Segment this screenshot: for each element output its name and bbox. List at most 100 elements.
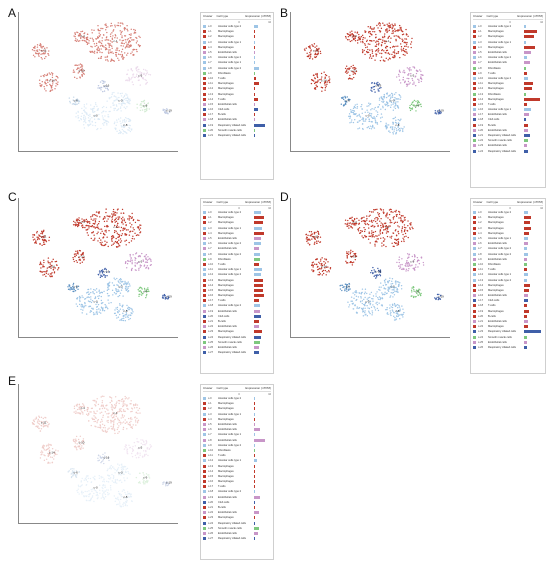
legend-row[interactable]: c-11 Alveolar cells type 1 [203, 267, 271, 272]
legend-row[interactable]: c-21 Respiratory ciliated cells [203, 133, 271, 138]
umap-cell-point [102, 492, 105, 494]
umap-cell-point [351, 255, 353, 258]
legend-row[interactable]: c-8 Alveolar cells type 2 [203, 252, 271, 257]
umap-cell-point [390, 286, 393, 288]
umap-cell-point [376, 241, 378, 243]
legend-row[interactable]: c-9 Fibroblasts [203, 71, 271, 76]
legend-row[interactable]: c-14 Macrophages [473, 97, 543, 102]
legend-row[interactable]: c-14 T-cells [203, 97, 271, 102]
umap-cell-point [48, 450, 51, 453]
legend-row[interactable]: c-1 Macrophages [203, 29, 271, 34]
legend-row[interactable]: c-9 Fibroblasts [203, 257, 271, 262]
legend-row[interactable]: c-3 Alveolar cells type 1 [203, 226, 271, 231]
legend-row[interactable]: c-20 Endothelial cells [473, 128, 543, 133]
legend-row[interactable]: c-3 Alveolar cells type 1 [473, 40, 543, 45]
legend-row[interactable]: c-7 Alveolar cells type 1 [203, 60, 271, 65]
umap-cell-point [124, 47, 127, 49]
legend-row[interactable]: c-4 Macrophages [473, 45, 543, 50]
legend-row[interactable]: c-25 Smooth muscle cells [203, 340, 271, 345]
cell-type-label: Alveolar cells type 2 [218, 242, 242, 246]
legend-row[interactable]: c-18 Club cells [473, 117, 543, 122]
umap-cell-point [126, 421, 128, 423]
legend-row[interactable]: c-2 Macrophages [473, 34, 543, 39]
legend-row[interactable]: c-26 Endothelial cells [203, 345, 271, 350]
umap-cell-point [348, 77, 351, 79]
legend-row[interactable]: c-7 Endothelial cells [473, 60, 543, 65]
umap-cell-point [98, 289, 100, 291]
legend-row[interactable]: c-5 Endothelial cells [203, 50, 271, 55]
legend-row[interactable]: c-6 Alveolar cells type 2 [203, 55, 271, 60]
legend-row[interactable]: c-23 Endothelial cells [473, 143, 543, 148]
legend-row[interactable]: c-12 Macrophages [473, 86, 543, 91]
legend-row[interactable]: c-0 Alveolar cells type 2 [203, 24, 271, 29]
legend-row[interactable]: c-10 T-cells [203, 262, 271, 267]
legend-row[interactable]: c-20 Club cells [203, 314, 271, 319]
legend-row[interactable]: c-17 B-cells [203, 112, 271, 117]
legend-row[interactable]: c-17 Endothelial cells [473, 112, 543, 117]
legend-row[interactable]: c-10 T-cells [203, 76, 271, 81]
legend-row[interactable]: c-6 Alveolar cells type 2 [203, 241, 271, 246]
legend-row[interactable]: c-11 Macrophages [473, 81, 543, 86]
legend-row[interactable]: c-19 Respiratory ciliated cells [203, 123, 271, 128]
umap-cluster-label: c-3 [118, 470, 122, 474]
legend-row[interactable]: c-0 Alveolar cells type 2 [473, 24, 543, 29]
legend-row[interactable]: c-21 Respiratory ciliated cells [473, 133, 543, 138]
legend-row[interactable]: c-11 Macrophages [203, 81, 271, 86]
legend-row[interactable]: c-2 Macrophages [203, 34, 271, 39]
legend-row[interactable]: c-16 Macrophages [203, 293, 271, 298]
umap-cell-point [82, 447, 84, 449]
legend-row[interactable]: c-24 Respiratory ciliated cells [473, 149, 543, 154]
umap-cluster-label: c-8 [395, 309, 399, 313]
legend-row[interactable]: c-24 Respiratory ciliated cells [203, 335, 271, 340]
legend-row[interactable]: c-21 B-cells [203, 319, 271, 324]
legend-row[interactable]: c-8 Alveolar cells type 2 [203, 66, 271, 71]
legend-row[interactable]: c-3 Macrophages [473, 226, 543, 231]
legend-row[interactable]: c-3 Alveolar cells type 1 [203, 40, 271, 45]
cell-type-label: Endothelial cells [218, 247, 237, 251]
legend-row[interactable]: c-14 Macrophages [203, 283, 271, 288]
legend-row[interactable]: c-22 Endothelial cells [203, 324, 271, 329]
legend-row[interactable]: c-5 Endothelial cells [203, 236, 271, 241]
umap-cell-point [40, 428, 43, 430]
legend-row[interactable]: c-15 Endothelial cells [203, 102, 271, 107]
legend-row[interactable]: c-2 Macrophages [473, 220, 543, 225]
legend-row[interactable]: c-16 Club cells [203, 107, 271, 112]
legend-row[interactable]: c-15 Macrophages [203, 288, 271, 293]
legend-row[interactable]: c-13 Macrophages [203, 277, 271, 282]
legend-row[interactable]: c-0 Alveolar cells type 2 [203, 210, 271, 215]
legend-row[interactable]: c-13 Fibroblasts [473, 91, 543, 96]
legend-row[interactable]: c-18 Endothelial cells [203, 117, 271, 122]
legend-row[interactable]: c-15 T-cells [473, 102, 543, 107]
umap-cell-point [96, 232, 98, 235]
legend-row[interactable]: c-20 Smooth muscle cells [203, 128, 271, 133]
legend-row[interactable]: c-4 Macrophages [203, 231, 271, 236]
umap-cell-point [81, 295, 83, 297]
legend-row[interactable]: c-7 Endothelial cells [203, 246, 271, 251]
umap-cluster-label: c-9 [143, 289, 147, 293]
legend-row[interactable]: c-19 B-cells [473, 123, 543, 128]
legend-row[interactable]: c-5 Endothelial cells [473, 50, 543, 55]
legend-row[interactable]: c-10 Alveolar cells type 2 [473, 76, 543, 81]
legend-row[interactable]: c-27 Respiratory ciliated cells [203, 350, 271, 355]
legend-row[interactable]: c-12 Macrophages [203, 86, 271, 91]
legend-row[interactable]: c-4 Macrophages [203, 45, 271, 50]
legend-row[interactable]: c-12 Alveolar cells type 2 [203, 272, 271, 277]
legend-row[interactable]: c-9 T-cells [473, 71, 543, 76]
legend-row[interactable]: c-1 Macrophages [203, 215, 271, 220]
legend-row[interactable]: c-17 T-cells [203, 298, 271, 303]
legend-row[interactable]: c-6 Alveolar cells type 2 [473, 55, 543, 60]
legend-row[interactable]: c-19 Endothelial cells [203, 309, 271, 314]
legend-row[interactable]: c-2 Macrophages [203, 220, 271, 225]
legend-row[interactable]: c-1 Macrophages [473, 29, 543, 34]
legend-row[interactable]: c-0 Alveolar cells type 2 [473, 210, 543, 215]
legend-row[interactable]: c-16 Alveolar cells type 1 [473, 107, 543, 112]
legend-row[interactable]: c-13 Macrophages [203, 91, 271, 96]
umap-cell-point [76, 218, 78, 220]
umap-cell-point [137, 44, 140, 46]
legend-row[interactable]: c-22 Smooth muscle cells [473, 138, 543, 143]
legend-row[interactable]: c-23 Macrophages [203, 329, 271, 334]
legend-row[interactable]: c-8 Fibroblasts [473, 66, 543, 71]
legend-row[interactable]: c-18 Alveolar cells type 2 [203, 303, 271, 308]
legend-row[interactable]: c-1 Macrophages [473, 215, 543, 220]
umap-cell-point [398, 73, 400, 76]
